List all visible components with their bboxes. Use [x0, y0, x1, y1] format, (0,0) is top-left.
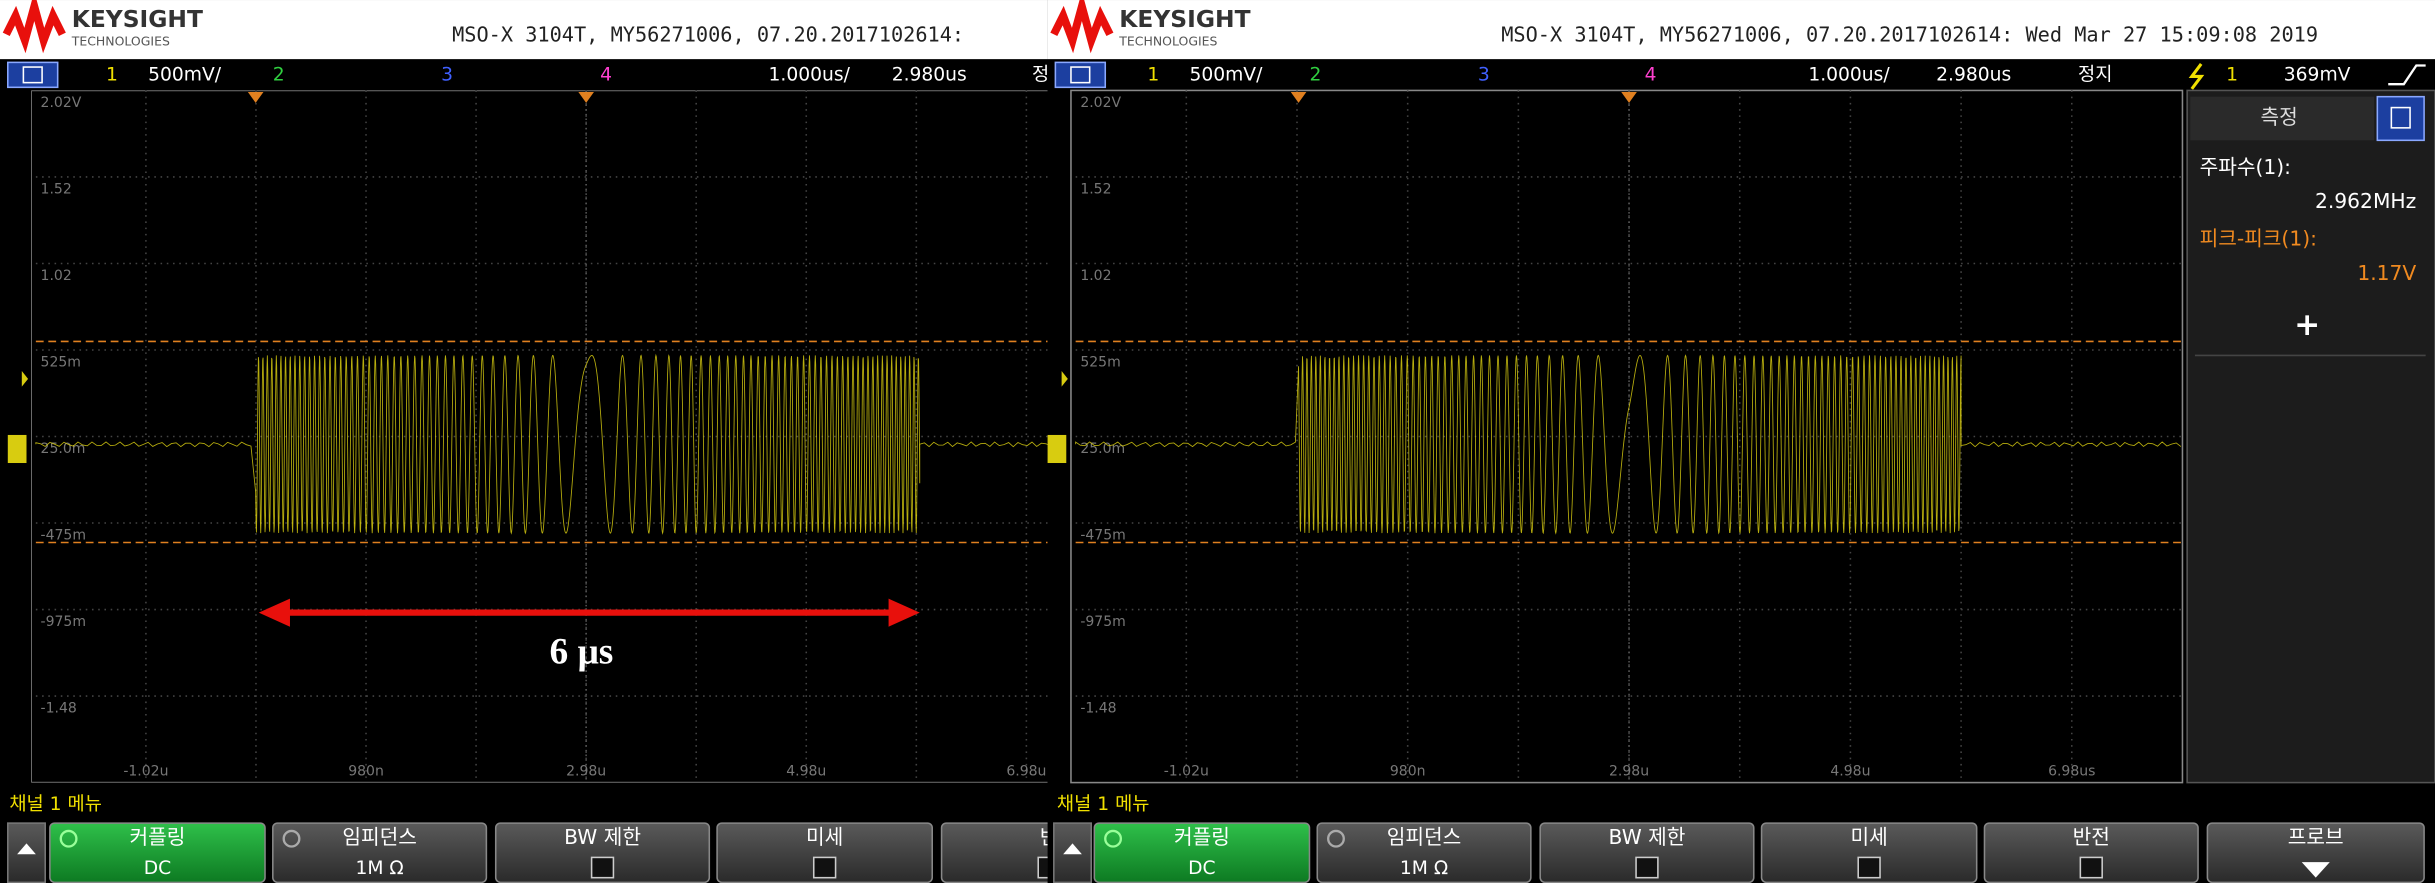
x-label: 4.98u [786, 764, 826, 780]
status-time-delay: 2.980us [892, 64, 967, 85]
softkey-checkbox[interactable] [1858, 857, 1880, 877]
x-label: -1.02u [1164, 764, 1209, 780]
softkey-label: 임피던스 [1387, 825, 1462, 849]
x-label: 980n [348, 764, 384, 780]
softkey-label: 프로브 [2288, 825, 2344, 849]
status-run-state: 정지 [2078, 64, 2112, 85]
model-info: MSO-X 3104T, MY56271006, 07.20.201710261… [1501, 22, 2318, 46]
screenshot: KEYSIGHTTECHNOLOGIESMSO-X 3104T, MY56271… [0, 0, 2435, 883]
measure-value: 2.962MHz [2315, 189, 2416, 213]
status-trigger-source: 1 [2226, 64, 2238, 85]
status-ch2: 2 [1309, 64, 1321, 85]
status-ch3: 3 [1478, 64, 1490, 85]
status-ch2: 2 [273, 64, 285, 85]
y-label: -1.48 [41, 701, 77, 717]
x-label: 6.98u [1006, 764, 1046, 780]
softkey-label: 미세 [806, 825, 843, 849]
x-label: 4.98u [1830, 764, 1870, 780]
measure-menu-button[interactable] [2377, 97, 2424, 141]
measure-label: 피크-피크(1): [2200, 227, 2317, 251]
status-ch3: 3 [441, 64, 453, 85]
softkey-value: DC [1188, 858, 1215, 879]
y-label: 25.0m [1080, 441, 1125, 457]
x-label: 6.98us [2048, 764, 2095, 780]
softkey-value: 1M Ω [1400, 858, 1448, 879]
status-ch1: 1 [1147, 64, 1159, 85]
menu-button[interactable] [1055, 62, 1105, 87]
y-label: -475m [41, 528, 86, 544]
x-label: 2.98u [1609, 764, 1649, 780]
plot-frame [1071, 90, 2182, 782]
softkey-value: 1M Ω [355, 858, 403, 879]
y-label: 1.52 [1080, 181, 1111, 197]
softkey-checkbox[interactable] [814, 857, 836, 877]
y-label: 1.02 [1080, 268, 1111, 284]
softkey-checkbox[interactable] [2080, 857, 2102, 877]
brand: KEYSIGHT [1119, 5, 1250, 33]
status-ch4: 4 [1645, 64, 1657, 85]
status-ch1-scale: 500mV/ [148, 64, 222, 85]
measure-label: 주파수(1): [2200, 155, 2291, 179]
measure-value: 1.17V [2357, 261, 2416, 285]
y-label: 525m [1080, 354, 1120, 370]
y-label: -475m [1080, 528, 1125, 544]
x-label: 980n [1390, 764, 1426, 780]
page: KEYSIGHTTECHNOLOGIESMSO-X 3104T, MY56271… [0, 0, 2435, 883]
brand-sub: TECHNOLOGIES [71, 34, 170, 49]
ground-marker [1048, 435, 1067, 463]
model-info: MSO-X 3104T, MY56271006, 07.20.201710261… [452, 22, 964, 46]
plot-area: 2.02V 1.52 1.02 525m 25.0m -475m -975m -1.48 -1.… [31, 90, 1136, 782]
status-ch1: 1 [106, 64, 118, 85]
status-time-scale: 1.000us/ [1808, 64, 1890, 85]
status-trigger-level: 369mV [2284, 64, 2351, 85]
softkey-label: 반전 [2073, 825, 2110, 849]
y-label: 1.52 [41, 181, 72, 197]
y-label: 1.02 [41, 268, 72, 284]
menu-title: 채널 1 메뉴 [1057, 794, 1150, 815]
x-label: 2.98u [566, 764, 606, 780]
brand: KEYSIGHT [72, 5, 203, 33]
y-label: -975m [1080, 614, 1125, 630]
y-label: 525m [41, 354, 81, 370]
brand-sub: TECHNOLOGIES [1118, 34, 1217, 49]
annotation-text: 6 μs [550, 631, 614, 672]
menu-title: 채널 1 메뉴 [9, 794, 102, 815]
softkey-label: 임피던스 [342, 825, 417, 849]
y-label: 2.02V [41, 95, 82, 111]
softkey-checkbox[interactable] [592, 857, 614, 877]
status-run-state: 정 [1032, 64, 1049, 85]
softkey-label: 커플링 [130, 825, 186, 849]
softkey-label: 커플링 [1174, 825, 1230, 849]
status-ch1-scale: 500mV/ [1189, 64, 1263, 85]
softkey-label: 미세 [1850, 825, 1887, 849]
ground-marker [8, 435, 27, 463]
x-label: -1.02u [123, 764, 168, 780]
menu-button[interactable] [8, 62, 58, 87]
plot-frame [31, 90, 1136, 782]
y-label: -1.48 [1080, 701, 1116, 717]
status-ch4: 4 [600, 64, 612, 85]
status-time-delay: 2.980us [1936, 64, 2011, 85]
plot-area: 2.02V 1.52 1.02 525m 25.0m -475m -975m -1.48 -1.… [1071, 90, 2182, 782]
add-measure[interactable]: + [2294, 307, 2320, 343]
softkey-label: BW 제한 [1609, 825, 1686, 849]
softkey-checkbox[interactable] [1636, 857, 1658, 877]
softkey-label: BW 제한 [564, 825, 641, 849]
softkey-value: DC [144, 858, 171, 879]
measure-title: 측정 [2260, 105, 2297, 129]
y-label: 2.02V [1080, 95, 1121, 111]
status-time-scale: 1.000us/ [769, 64, 851, 85]
y-label: -975m [41, 614, 86, 630]
